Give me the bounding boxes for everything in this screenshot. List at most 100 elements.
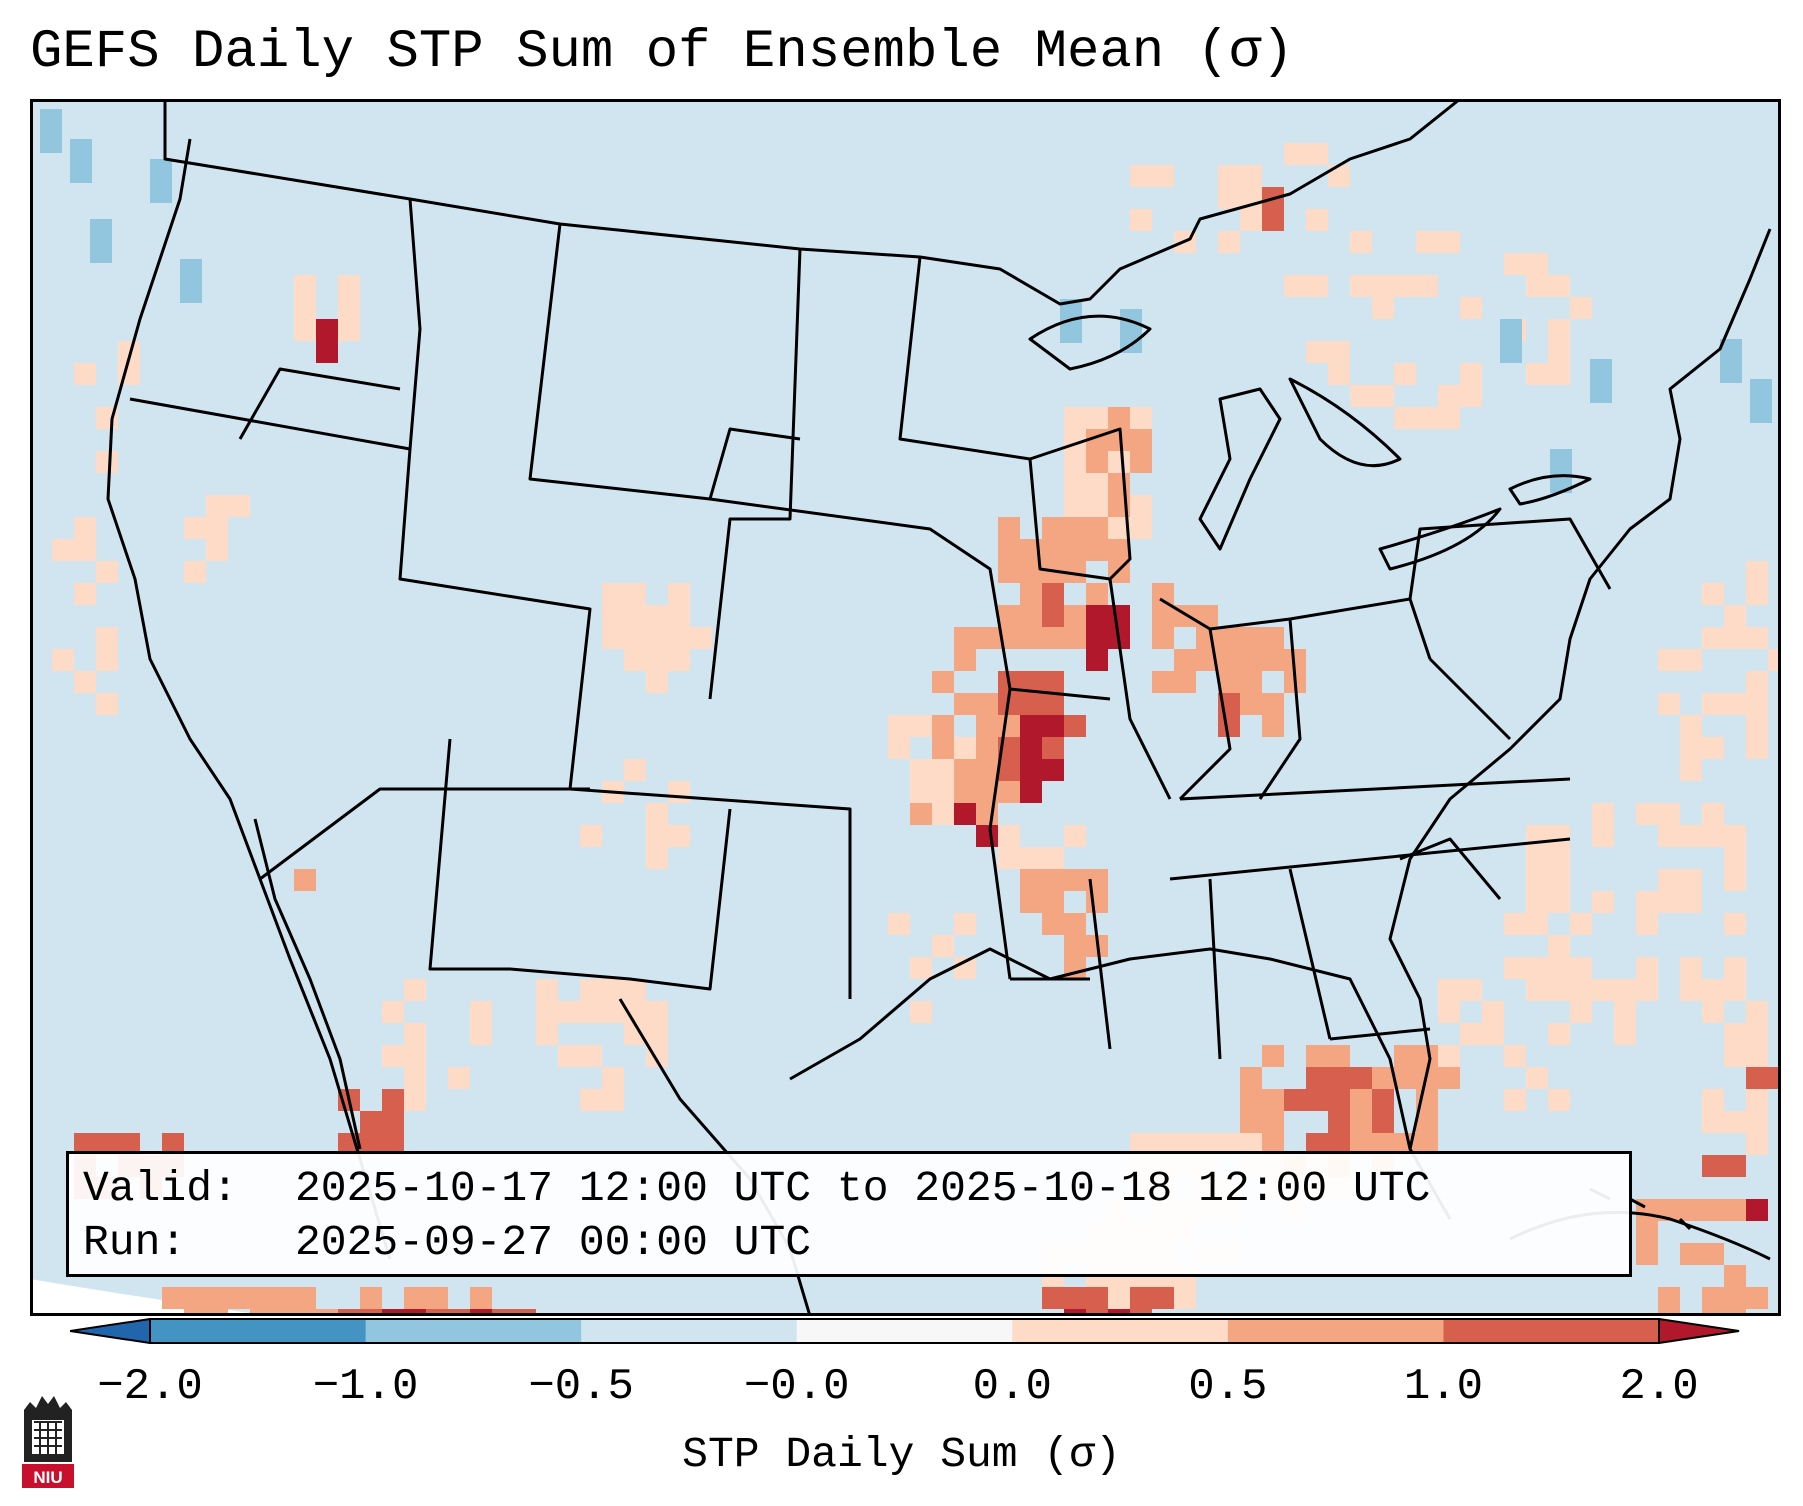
anomaly-cell xyxy=(954,781,976,803)
anomaly-cell xyxy=(1130,1133,1152,1155)
anomaly-cell xyxy=(1262,1045,1284,1067)
anomaly-cell xyxy=(448,1309,470,1316)
anomaly-cell xyxy=(426,1287,448,1309)
anomaly-cell xyxy=(250,1309,272,1316)
anomaly-cell xyxy=(426,1309,448,1316)
anomaly-cell xyxy=(580,825,602,847)
anomaly-cell xyxy=(1570,297,1592,319)
anomaly-cell xyxy=(294,297,316,319)
colorbar-tick-label: −0.0 xyxy=(743,1362,850,1412)
anomaly-cell xyxy=(1548,891,1570,913)
anomaly-cell xyxy=(184,1287,206,1309)
anomaly-cell xyxy=(1526,913,1548,935)
anomaly-cell xyxy=(580,1001,602,1023)
anomaly-cell xyxy=(910,803,932,825)
anomaly-cell xyxy=(954,759,976,781)
anomaly-cell xyxy=(1680,891,1702,913)
anomaly-cell xyxy=(184,517,206,539)
anomaly-cell xyxy=(646,1001,668,1023)
map-background xyxy=(30,99,1781,1316)
anomaly-cell xyxy=(1174,1287,1196,1309)
anomaly-cell xyxy=(558,1045,580,1067)
anomaly-cell xyxy=(998,847,1020,869)
anomaly-cell xyxy=(624,1023,646,1045)
anomaly-cell xyxy=(1284,649,1306,671)
anomaly-cell xyxy=(316,1309,338,1316)
anomaly-cell xyxy=(1086,517,1108,539)
anomaly-cell xyxy=(580,1045,602,1067)
anomaly-cell xyxy=(690,627,712,649)
anomaly-cell xyxy=(206,495,228,517)
anomaly-cell xyxy=(1438,1001,1460,1023)
anomaly-cell xyxy=(1460,297,1482,319)
anomaly-cell xyxy=(1086,495,1108,517)
anomaly-cell xyxy=(558,1001,580,1023)
anomaly-cell xyxy=(1130,517,1152,539)
anomaly-cell xyxy=(294,1287,316,1309)
anomaly-cell xyxy=(1306,275,1328,297)
anomaly-cell xyxy=(1590,359,1612,403)
anomaly-cell xyxy=(1086,451,1108,473)
anomaly-cell xyxy=(1504,913,1526,935)
anomaly-cell xyxy=(1658,869,1680,891)
anomaly-cell xyxy=(1394,1067,1416,1089)
anomaly-cell xyxy=(646,649,668,671)
anomaly-cell xyxy=(492,1309,514,1316)
anomaly-cell xyxy=(1064,913,1086,935)
anomaly-cell xyxy=(1086,473,1108,495)
anomaly-cell xyxy=(404,1023,426,1045)
anomaly-cell xyxy=(1724,913,1746,935)
anomaly-cell xyxy=(668,649,690,671)
anomaly-cell xyxy=(52,539,74,561)
anomaly-cell xyxy=(1460,385,1482,407)
anomaly-cell xyxy=(470,1309,492,1316)
anomaly-cell xyxy=(1042,605,1064,627)
out-of-domain-corner xyxy=(30,1279,270,1316)
anomaly-cell xyxy=(272,1309,294,1316)
anomaly-cell xyxy=(954,737,976,759)
anomaly-cell xyxy=(1724,1023,1746,1045)
anomaly-cell xyxy=(1350,275,1372,297)
anomaly-cell xyxy=(954,693,976,715)
anomaly-cell xyxy=(1526,891,1548,913)
anomaly-cell xyxy=(150,159,172,203)
anomaly-cell xyxy=(162,1287,184,1309)
anomaly-cell xyxy=(1108,1309,1130,1316)
anomaly-cell xyxy=(1196,605,1218,627)
anomaly-cell xyxy=(1262,1133,1284,1155)
anomaly-cell xyxy=(1042,715,1064,737)
anomaly-cell xyxy=(1460,363,1482,385)
anomaly-cell xyxy=(976,825,998,847)
anomaly-cell xyxy=(1306,1045,1328,1067)
anomaly-cell xyxy=(1746,737,1768,759)
anomaly-cell xyxy=(1746,583,1768,605)
anomaly-cell xyxy=(1086,583,1108,605)
anomaly-cell xyxy=(1152,671,1174,693)
anomaly-cell xyxy=(1548,979,1570,1001)
anomaly-cell xyxy=(1702,1155,1724,1177)
anomaly-cell xyxy=(1196,1133,1218,1155)
anomaly-cell xyxy=(404,1089,426,1111)
colorbar-extend-low xyxy=(70,1318,151,1344)
anomaly-cell xyxy=(602,583,624,605)
anomaly-cell xyxy=(1416,1045,1438,1067)
anomaly-cell xyxy=(1218,165,1240,187)
anomaly-cell xyxy=(1394,407,1416,429)
anomaly-cell xyxy=(1328,165,1350,187)
anomaly-cell xyxy=(1152,583,1174,605)
anomaly-cell xyxy=(1680,1199,1702,1221)
anomaly-cell xyxy=(74,1133,96,1155)
colorbar-bin xyxy=(1227,1319,1444,1343)
colorbar-bin xyxy=(796,1319,1013,1343)
anomaly-cell xyxy=(1460,979,1482,1001)
anomaly-cell xyxy=(294,319,316,341)
valid-value: 2025-10-17 12:00 UTC to 2025-10-18 12:00… xyxy=(295,1164,1431,1213)
anomaly-cell xyxy=(1702,1111,1724,1133)
anomaly-cell xyxy=(1724,1309,1746,1316)
anomaly-cell xyxy=(1680,979,1702,1001)
anomaly-cell xyxy=(1680,869,1702,891)
map-title: GEFS Daily STP Sum of Ensemble Mean (σ) xyxy=(30,22,1294,83)
anomaly-cell xyxy=(1702,1089,1724,1111)
anomaly-cell xyxy=(1328,1133,1350,1155)
anomaly-cell xyxy=(1350,231,1372,253)
